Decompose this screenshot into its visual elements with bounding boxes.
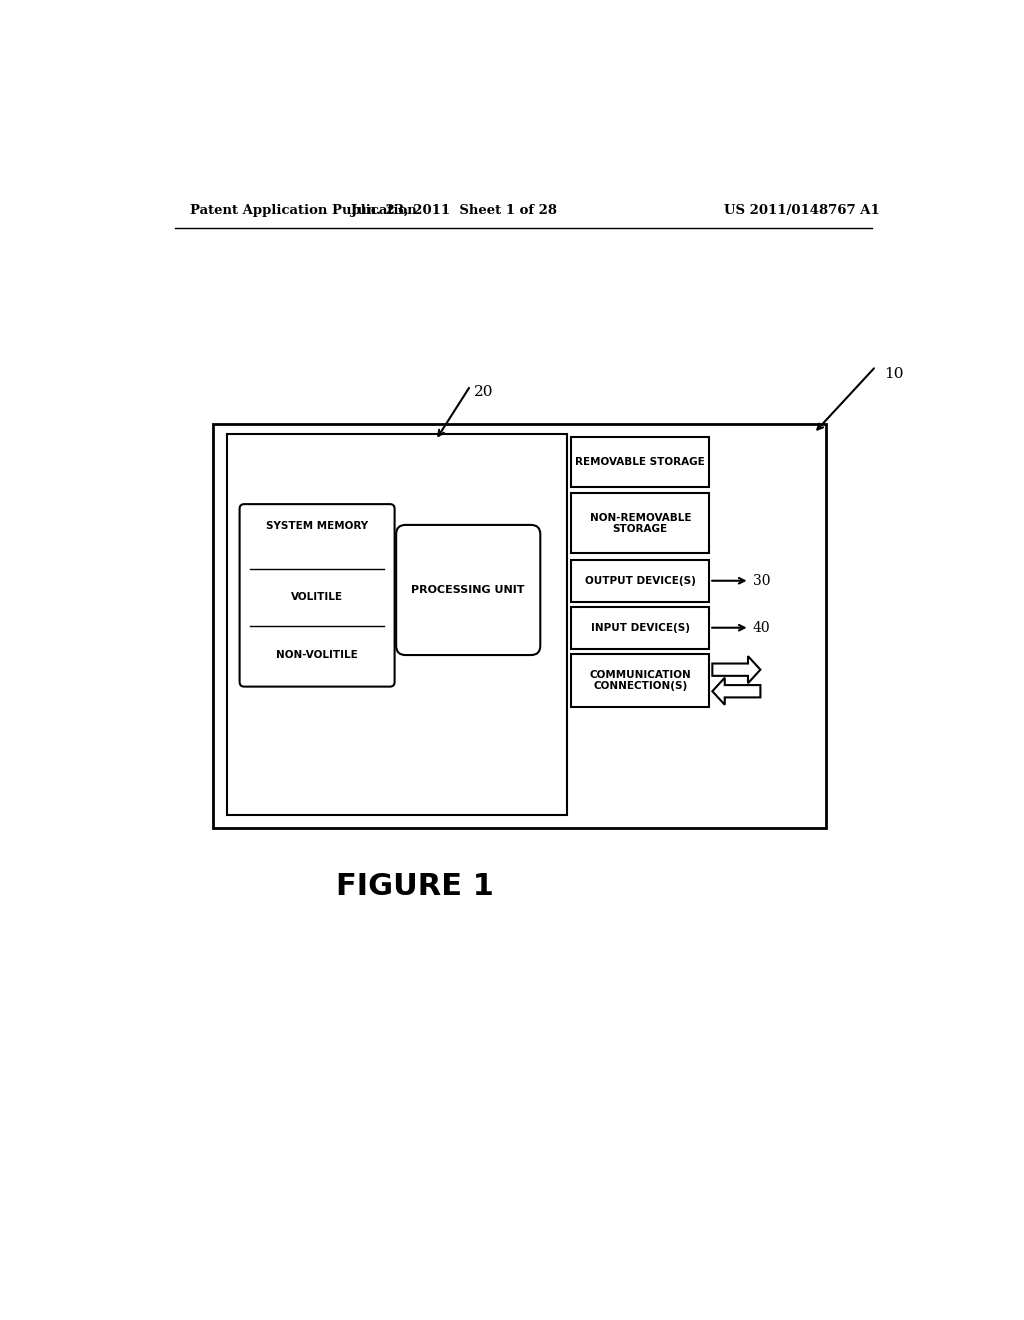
Text: OUTPUT DEVICE(S): OUTPUT DEVICE(S) <box>585 576 695 586</box>
Text: 40: 40 <box>753 620 770 635</box>
Text: REMOVABLE STORAGE: REMOVABLE STORAGE <box>575 457 706 467</box>
Text: Patent Application Publication: Patent Application Publication <box>190 205 417 218</box>
Bar <box>571 607 710 649</box>
Bar <box>213 424 825 829</box>
Bar <box>571 560 710 602</box>
Bar <box>571 494 710 553</box>
Text: INPUT DEVICE(S): INPUT DEVICE(S) <box>591 623 690 632</box>
Text: 20: 20 <box>474 384 494 399</box>
Text: NON-REMOVABLE
STORAGE: NON-REMOVABLE STORAGE <box>590 512 691 535</box>
Text: FIGURE 1: FIGURE 1 <box>336 871 494 900</box>
FancyBboxPatch shape <box>240 504 394 686</box>
Text: Jun. 23, 2011  Sheet 1 of 28: Jun. 23, 2011 Sheet 1 of 28 <box>350 205 556 218</box>
Polygon shape <box>713 677 761 705</box>
Text: 10: 10 <box>884 367 903 381</box>
Bar <box>227 434 566 816</box>
Text: NON-VOLITILE: NON-VOLITILE <box>276 649 358 660</box>
Text: COMMUNICATION
CONNECTION(S): COMMUNICATION CONNECTION(S) <box>590 669 691 692</box>
Text: 30: 30 <box>753 574 770 587</box>
Text: PROCESSING UNIT: PROCESSING UNIT <box>412 585 525 595</box>
Bar <box>571 655 710 706</box>
Bar <box>571 437 710 487</box>
Text: US 2011/0148767 A1: US 2011/0148767 A1 <box>724 205 880 218</box>
Text: VOLITILE: VOLITILE <box>291 593 343 602</box>
Text: SYSTEM MEMORY: SYSTEM MEMORY <box>266 520 369 531</box>
FancyBboxPatch shape <box>396 525 541 655</box>
Polygon shape <box>713 656 761 684</box>
